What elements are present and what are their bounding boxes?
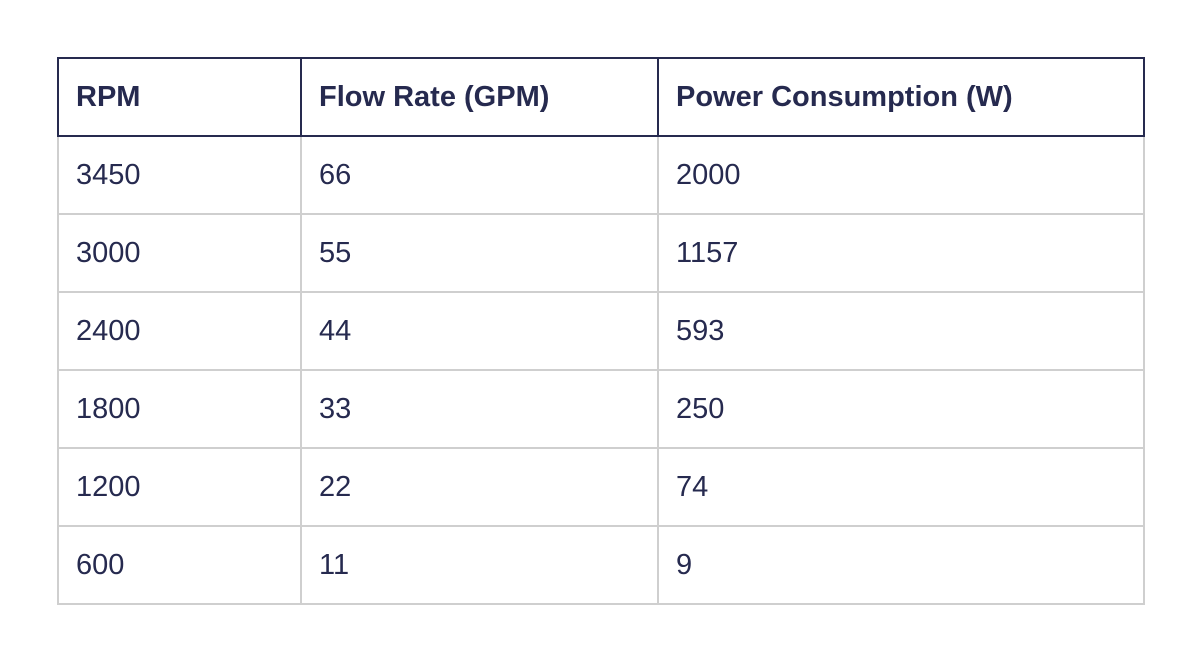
data-table: RPM Flow Rate (GPM) Power Consumption (W… — [57, 57, 1145, 605]
cell-power: 9 — [657, 525, 1145, 605]
cell-rpm: 1200 — [57, 447, 302, 527]
table-row: 3000 55 1157 — [57, 213, 1145, 293]
cell-flow-rate: 55 — [300, 213, 659, 293]
column-header-flow-rate: Flow Rate (GPM) — [300, 57, 659, 137]
cell-rpm: 3450 — [57, 136, 302, 215]
cell-flow-rate: 66 — [300, 136, 659, 215]
column-header-power-consumption: Power Consumption (W) — [657, 57, 1145, 137]
cell-rpm: 3000 — [57, 213, 302, 293]
cell-flow-rate: 11 — [300, 525, 659, 605]
cell-rpm: 600 — [57, 525, 302, 605]
table-row: 2400 44 593 — [57, 291, 1145, 371]
cell-flow-rate: 44 — [300, 291, 659, 371]
cell-rpm: 2400 — [57, 291, 302, 371]
cell-power: 250 — [657, 369, 1145, 449]
cell-power: 593 — [657, 291, 1145, 371]
header-row: RPM Flow Rate (GPM) Power Consumption (W… — [57, 57, 1145, 137]
cell-power: 74 — [657, 447, 1145, 527]
column-header-rpm: RPM — [57, 57, 302, 137]
cell-power: 1157 — [657, 213, 1145, 293]
table-row: 600 11 9 — [57, 525, 1145, 605]
cell-flow-rate: 33 — [300, 369, 659, 449]
cell-flow-rate: 22 — [300, 447, 659, 527]
table-row: 1800 33 250 — [57, 369, 1145, 449]
table-row: 3450 66 2000 — [57, 136, 1145, 215]
cell-rpm: 1800 — [57, 369, 302, 449]
cell-power: 2000 — [657, 136, 1145, 215]
table-row: 1200 22 74 — [57, 447, 1145, 527]
